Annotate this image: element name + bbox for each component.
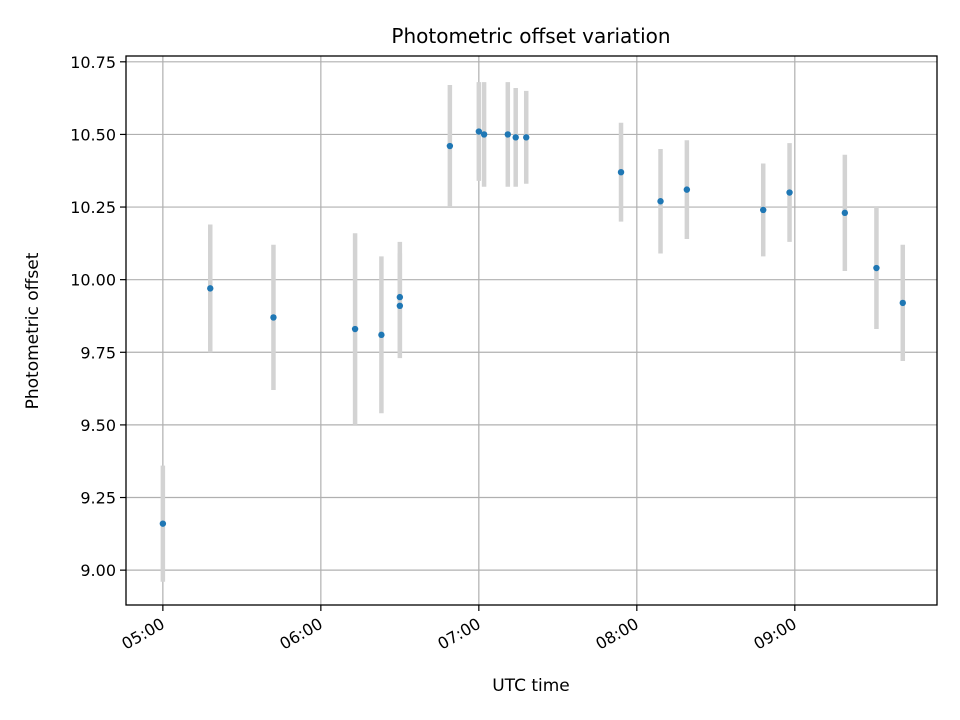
y-tick-label: 10.50 xyxy=(70,125,116,144)
error-bars xyxy=(160,82,906,582)
data-point xyxy=(396,302,404,310)
data-point xyxy=(475,128,483,135)
plot-frame xyxy=(125,55,938,606)
data-point xyxy=(207,285,214,292)
data-point xyxy=(760,206,767,214)
data-point xyxy=(504,131,512,138)
x-tick-label: 07:00 xyxy=(434,614,483,654)
data-point xyxy=(159,520,167,527)
x-tick-label: 05:00 xyxy=(118,614,167,654)
data-point xyxy=(786,189,793,196)
x-axis-title: UTC time xyxy=(492,676,570,696)
data-points xyxy=(159,128,906,527)
y-tick-label: 10.25 xyxy=(70,198,116,217)
data-point xyxy=(378,331,385,339)
data-point xyxy=(446,142,454,150)
y-axis: 9.00 9.25 9.50 9.75 10.00 10.25 10.50 10.75 xyxy=(70,53,126,580)
y-axis-title: Photometric offset xyxy=(23,252,43,409)
data-point xyxy=(873,264,880,272)
grid-lines xyxy=(126,56,937,605)
data-point xyxy=(683,186,691,193)
x-tick-label: 09:00 xyxy=(750,614,799,654)
data-point xyxy=(512,134,519,141)
x-tick-label: 08:00 xyxy=(592,614,641,654)
y-tick-label: 10.75 xyxy=(70,53,116,72)
data-point xyxy=(270,314,277,321)
data-point xyxy=(396,293,404,301)
y-tick-label: 9.25 xyxy=(80,489,116,508)
y-tick-label: 9.00 xyxy=(80,561,116,580)
data-point xyxy=(351,325,359,333)
chart-title: Photometric offset variation xyxy=(391,24,670,48)
data-point xyxy=(899,299,906,307)
data-point xyxy=(480,131,488,138)
data-point xyxy=(657,198,664,205)
x-tick-label: 06:00 xyxy=(276,614,325,654)
data-point xyxy=(523,134,530,141)
x-axis: 05:00 06:00 07:00 08:00 09:00 xyxy=(118,605,800,654)
y-tick-label: 9.75 xyxy=(80,343,116,362)
data-point xyxy=(617,168,625,176)
y-tick-label: 9.50 xyxy=(80,416,116,435)
data-point xyxy=(841,209,849,217)
y-tick-label: 10.00 xyxy=(70,271,116,290)
